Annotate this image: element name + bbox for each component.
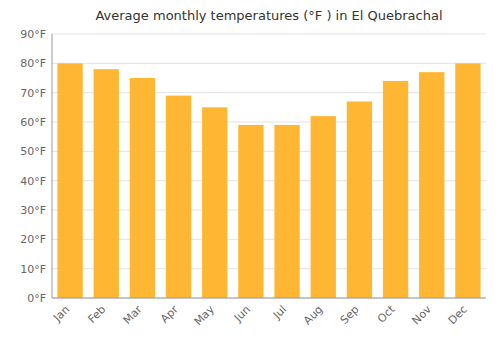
grid-line: [52, 34, 486, 35]
y-axis: 0°F 10°F 20°F 30°F 40°F 50°F 60°F 70°F 80°F 90°F: [20, 28, 46, 305]
x-tick-label: Aug: [301, 303, 325, 327]
bar: [455, 63, 480, 298]
y-tick-label: 0°F: [27, 292, 46, 305]
bar: [57, 63, 82, 298]
bar: [311, 116, 336, 298]
x-tick-label: Feb: [85, 303, 108, 326]
y-tick-label: 90°F: [20, 28, 46, 41]
grid-line: [52, 298, 486, 299]
x-tick-label: Dec: [446, 303, 470, 327]
x-axis: Jan Feb Mar Apr May Jun Jul Aug Sep Oct Nov Dec: [50, 302, 470, 328]
x-tick-label: Sep: [338, 303, 362, 327]
y-tick-label: 30°F: [20, 204, 46, 217]
bar: [383, 81, 408, 298]
y-tick-label: 60°F: [20, 116, 46, 129]
x-tick-label: Oct: [375, 302, 398, 325]
x-tick-label: Jan: [50, 303, 72, 325]
y-tick-label: 40°F: [20, 175, 46, 188]
x-tick-label: Nov: [409, 303, 434, 328]
y-tick-label: 20°F: [20, 233, 46, 246]
y-tick-label: 70°F: [20, 87, 46, 100]
y-tick-label: 50°F: [20, 145, 46, 158]
bar: [94, 69, 119, 298]
x-tick-label: Apr: [158, 303, 181, 326]
bar: [202, 107, 227, 298]
bar: [130, 78, 155, 298]
chart-container: Average monthly temperatures (°F ) in El…: [0, 0, 500, 350]
x-tick-label: Jun: [231, 303, 253, 325]
x-tick-label: Mar: [121, 303, 145, 327]
y-tick-label: 80°F: [20, 57, 46, 70]
x-axis-line: [52, 298, 486, 299]
bar: [238, 125, 263, 298]
bar: [419, 72, 444, 298]
title: Average monthly temperatures (°F ) in El…: [95, 8, 442, 23]
y-axis-line: [52, 34, 53, 298]
x-tick-label: May: [192, 303, 218, 329]
y-tick-label: 10°F: [20, 263, 46, 276]
bar: [166, 96, 191, 298]
grid-line: [52, 63, 486, 64]
bars: [57, 63, 480, 298]
bar: [347, 101, 372, 298]
page: {"chart_data": {"type": "bar", "title": …: [0, 0, 500, 350]
chart: Average monthly temperatures (°F ) in El…: [0, 0, 500, 350]
x-tick-label: Jul: [270, 303, 289, 322]
bar: [274, 125, 299, 298]
grid: [52, 34, 486, 298]
